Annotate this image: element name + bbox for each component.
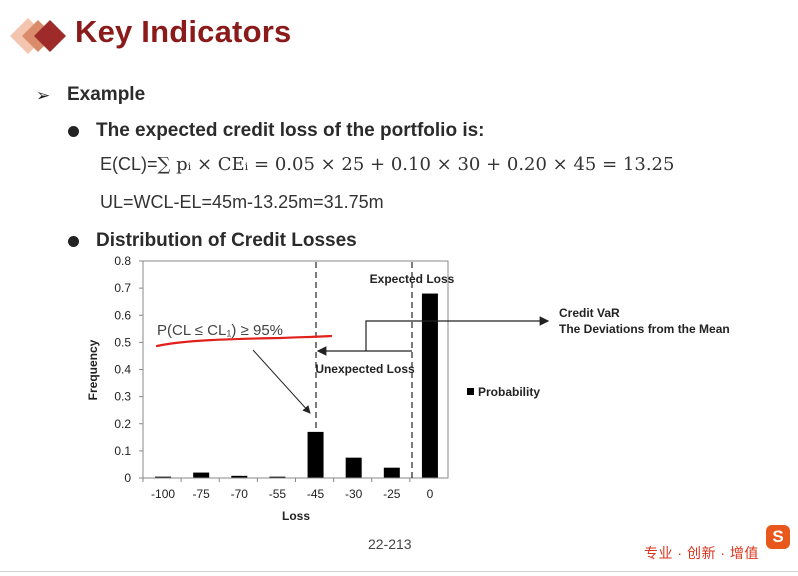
handwritten-red-underline xyxy=(155,334,333,348)
page-title: Key Indicators xyxy=(75,14,292,49)
brand-logo-icon: S xyxy=(766,525,790,549)
formula-lead: E(CL)= xyxy=(100,154,158,174)
header-logo xyxy=(10,18,66,54)
y-tick-label: 0.6 xyxy=(114,308,131,322)
x-tick-label: -25 xyxy=(383,487,401,501)
formula-body: ∑ pᵢ × CEᵢ = 0.05 × 25 + 0.10 × 30 + 0.2… xyxy=(157,154,675,175)
bar--55 xyxy=(269,476,286,478)
x-tick-label: 0 xyxy=(427,487,434,501)
page-number: 22-213 xyxy=(368,536,412,552)
handwritten-pointer-arrow xyxy=(252,349,311,414)
bar--100 xyxy=(155,476,172,478)
bar--75 xyxy=(193,472,210,478)
example-heading: Example xyxy=(67,84,146,105)
x-tick-label: -75 xyxy=(193,487,211,501)
y-tick-label: 0.2 xyxy=(114,417,131,431)
y-tick-label: 0 xyxy=(124,471,131,485)
x-axis-label: Loss xyxy=(282,509,310,523)
unexpected-loss-label: Unexpected Loss xyxy=(315,362,415,376)
bar--70 xyxy=(231,475,248,478)
legend-probability: Probability xyxy=(478,385,540,399)
x-tick-label: -70 xyxy=(231,487,249,501)
y-tick-label: 0.1 xyxy=(114,444,131,458)
formula-expected-loss: E(CL)=∑ pᵢ × CEᵢ = 0.05 × 25 + 0.10 × 30… xyxy=(100,154,674,175)
x-tick-label: -30 xyxy=(345,487,363,501)
bullet-dot-icon xyxy=(68,236,79,247)
formula-unexpected-loss: UL=WCL-EL=45m-13.25m=31.75m xyxy=(100,192,384,212)
bullet-distribution: Distribution of Credit Losses xyxy=(96,230,357,251)
bar-0 xyxy=(421,293,438,478)
y-axis-label: Frequency xyxy=(86,339,100,400)
plot-frame xyxy=(142,260,449,479)
bar--45 xyxy=(307,431,324,478)
credit-var-arrow xyxy=(365,316,550,351)
arrow-bullet-icon: ➢ xyxy=(36,86,51,105)
x-tick-label: -45 xyxy=(307,487,325,501)
bottom-divider xyxy=(0,571,798,572)
x-tick-label: -100 xyxy=(151,487,175,501)
bar--30 xyxy=(345,457,362,478)
y-tick-label: 0.5 xyxy=(114,335,131,349)
bar--25 xyxy=(383,467,400,478)
credit-var-label: Credit VaR xyxy=(559,306,620,320)
deviation-label: The Deviations from the Mean xyxy=(559,322,730,336)
y-tick-label: 0.7 xyxy=(114,281,131,295)
bullet-expected-loss: The expected credit loss of the portfoli… xyxy=(96,120,485,141)
x-tick-label: -55 xyxy=(269,487,287,501)
handwritten-probability-note: P(CL ≤ CL₁) ≥ 95% xyxy=(157,322,283,339)
y-tick-label: 0.4 xyxy=(114,363,131,377)
y-tick-label: 0.8 xyxy=(114,254,131,268)
brand-slogan: 专业 · 创新 · 增值 xyxy=(644,545,759,561)
expected-loss-label: Expected Loss xyxy=(370,272,455,286)
legend-swatch xyxy=(467,388,474,395)
bullet-dot-icon xyxy=(68,126,79,137)
y-tick-label: 0.3 xyxy=(114,390,131,404)
